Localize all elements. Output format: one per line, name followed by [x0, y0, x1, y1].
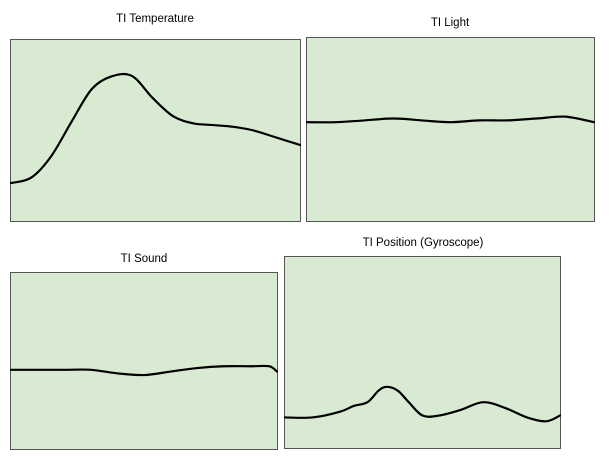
- panel-title-sound: TI Sound: [120, 253, 168, 265]
- panel-temperature: [9, 39, 302, 222]
- panel-title-temperature: TI Temperature: [116, 13, 194, 25]
- panel-sound: [9, 272, 279, 450]
- series-line-sound: [9, 364, 279, 377]
- chart-temperature: [9, 72, 302, 185]
- panel-light: [305, 37, 596, 222]
- chart-light: [305, 115, 596, 124]
- series-line-light: [305, 115, 596, 124]
- panel-title-position: TI Position (Gyroscope): [362, 237, 484, 249]
- chart-position: [283, 385, 562, 423]
- series-line-position: [283, 385, 562, 423]
- series-line-temperature: [9, 72, 302, 185]
- panel-title-light: TI Light: [430, 17, 470, 29]
- chart-sound: [9, 364, 279, 377]
- panel-position: [283, 256, 562, 449]
